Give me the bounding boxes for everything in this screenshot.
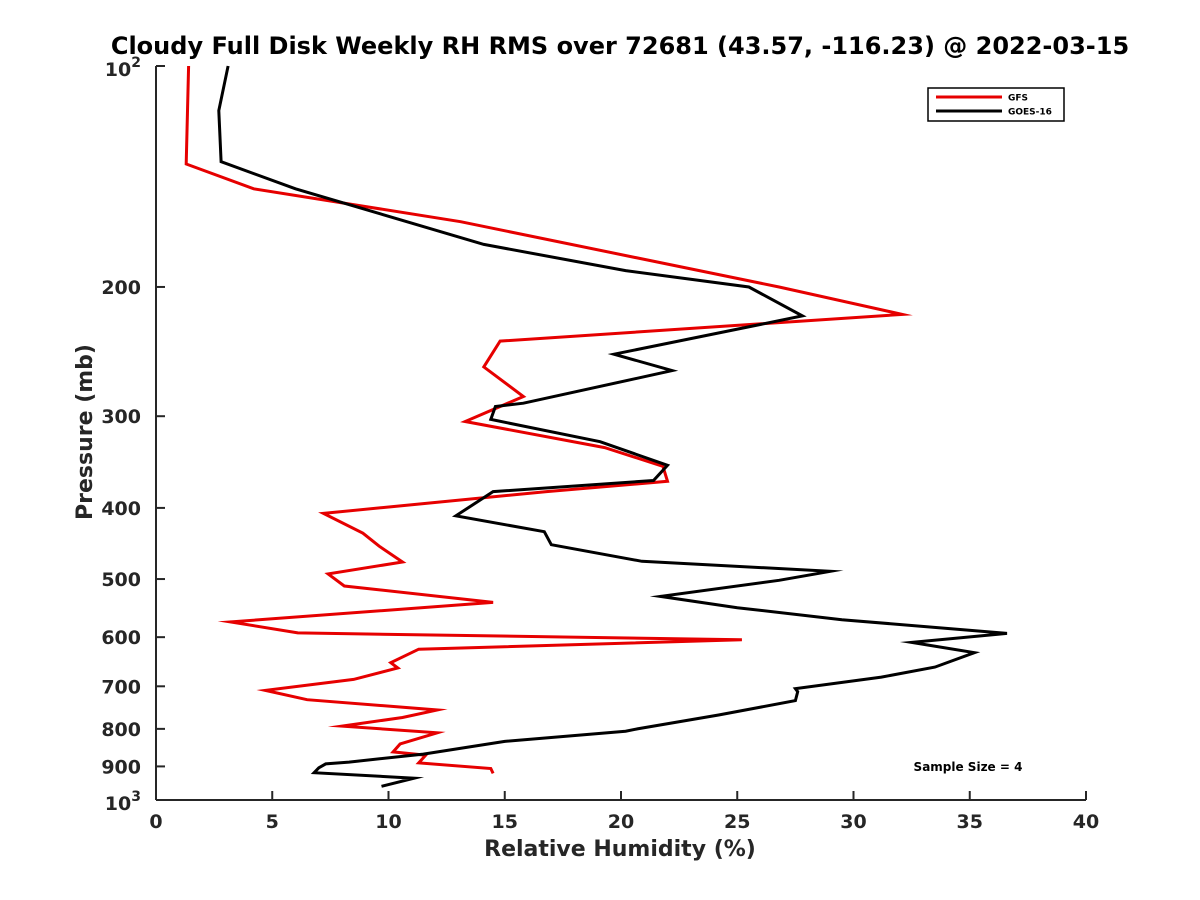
sample-size-annotation: Sample Size = 4 [914,760,1023,774]
y-tick-label: 300 [101,406,141,428]
y-tick-label: 400 [101,498,141,520]
y-tick-label: 103 [105,789,141,815]
plot-area: 0 5 10 15 20 25 30 35 40 102 200 300 400 500 600 700 800… [101,55,1099,833]
series-line-goes-16 [217,65,1008,788]
chart-title: Cloudy Full Disk Weekly RH RMS over 7268… [111,32,1129,60]
x-tick-label: 10 [375,811,401,833]
legend-box [927,87,1065,122]
y-tick-label: 800 [101,719,141,741]
y-tick-label: 500 [101,569,141,591]
legend-label: GOES-16 [1008,108,1052,118]
x-tick-label: 15 [492,811,518,833]
y-tick-label: 102 [105,55,141,81]
x-tick-label: 5 [266,811,279,833]
legend-label: GFS [1008,94,1028,104]
legend: GFS GOES-16 [927,87,1065,122]
y-tick-label: 700 [101,676,141,698]
series-line-gfs [184,65,913,775]
x-tick-label: 20 [608,811,634,833]
x-tick-label: 25 [724,811,750,833]
x-tick-label: 40 [1073,811,1099,833]
x-axis-label: Relative Humidity (%) [484,837,756,862]
y-tick-label: 600 [101,627,141,649]
x-tick-label: 30 [840,811,866,833]
y-axis-label: Pressure (mb) [73,344,98,520]
y-tick-label: 200 [101,277,141,299]
x-tick-label: 35 [957,811,983,833]
y-tick-label: 900 [101,756,141,778]
x-tick-label: 0 [149,811,162,833]
